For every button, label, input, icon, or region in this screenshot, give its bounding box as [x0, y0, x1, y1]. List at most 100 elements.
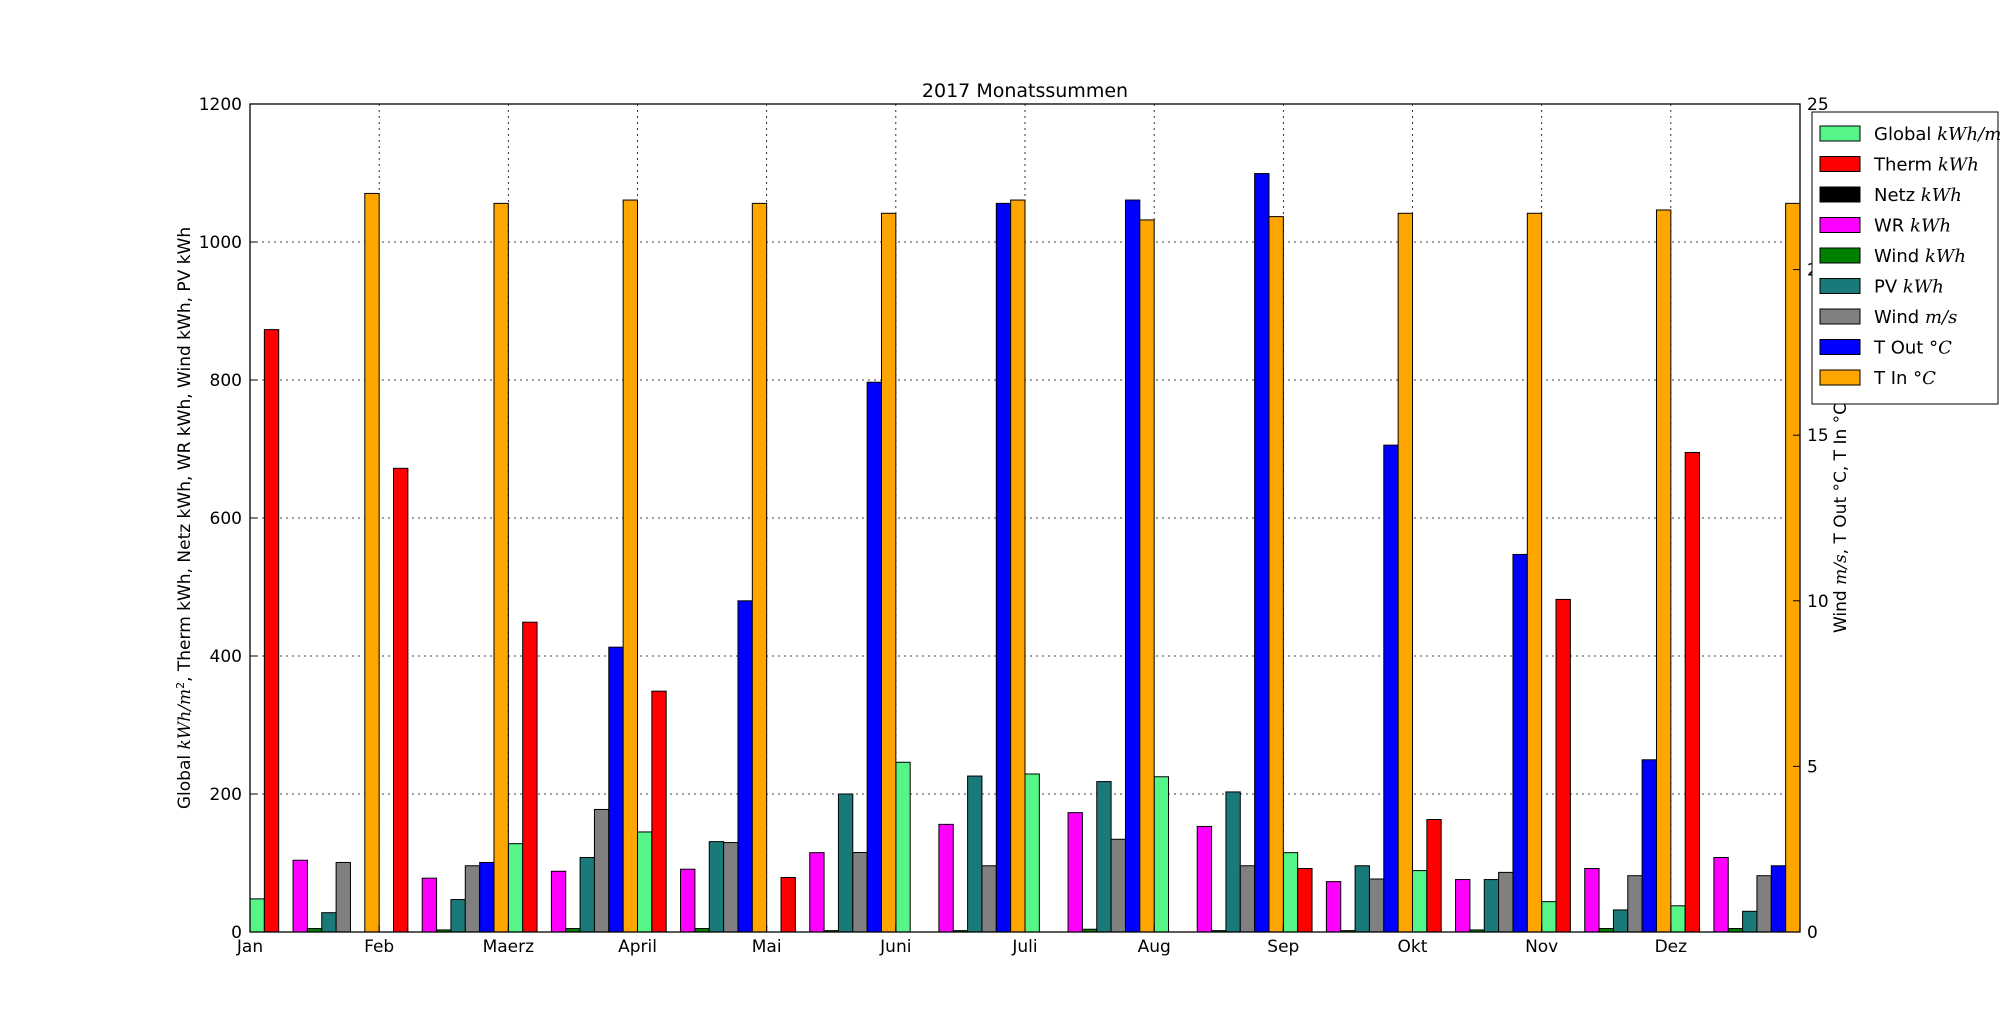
x-tick-label: Okt: [1398, 937, 1428, 957]
left-tick-label: 800: [210, 371, 242, 391]
bar-wr-1: [421, 877, 438, 933]
bar-wr-9: [1455, 879, 1471, 933]
bar-wind-11: [1756, 875, 1772, 933]
bar-t-out-2: [608, 646, 624, 933]
bar-t-in-7: [1268, 216, 1284, 933]
x-tick-label: Juni: [879, 937, 911, 957]
bar-pv-3: [708, 841, 725, 933]
x-tick-label: Dez: [1655, 937, 1688, 957]
bar-global-8: [1282, 852, 1299, 933]
x-tick-label: Sep: [1267, 937, 1299, 957]
bar-wr-10: [1584, 868, 1600, 933]
legend-label: T Out °C: [1873, 338, 1952, 359]
bar-t-in-8: [1397, 212, 1414, 933]
bar-global-6: [1024, 773, 1040, 933]
legend-label: Wind kWh: [1874, 246, 1966, 267]
bar-wr-5: [938, 823, 954, 933]
bar-wr-7: [1196, 825, 1213, 933]
bar-t-in-1: [493, 202, 509, 933]
bar-wr-3: [680, 868, 696, 933]
legend-swatch: [1819, 278, 1861, 294]
x-tick-label: Nov: [1525, 937, 1558, 957]
left-tick-label: 400: [210, 647, 242, 667]
bar-therm-10: [1555, 598, 1571, 933]
right-tick-label: 10: [1807, 592, 1829, 612]
bar-wr-8: [1325, 881, 1342, 933]
bar-pv-9: [1483, 879, 1500, 933]
x-tick-label: April: [618, 937, 657, 957]
left-axis-label: Global kWh/m2, Therm kWh, Netz kWh, WR k…: [174, 227, 196, 809]
legend-label: PV kWh: [1874, 277, 1944, 298]
legend-swatch: [1819, 186, 1861, 203]
bar-t-in-6: [1139, 219, 1155, 933]
legend-label: T In °C: [1873, 368, 1936, 389]
bar-t-out-4: [866, 381, 882, 933]
bar-wind-10: [1627, 875, 1643, 933]
bar-t-in-9: [1526, 212, 1543, 933]
right-tick-label: 15: [1807, 426, 1829, 446]
bar-therm-3: [651, 690, 667, 933]
bar-pv-10: [1612, 909, 1629, 933]
bar-t-in-11: [1785, 202, 1801, 933]
bar-t-out-7: [1254, 173, 1270, 933]
bar-wr-11: [1713, 856, 1729, 933]
legend-label: Netz kWh: [1874, 185, 1962, 206]
bar-therm-8: [1297, 868, 1313, 933]
legend-swatch: [1819, 247, 1861, 264]
bar-wind-1: [464, 865, 481, 933]
x-tick-label: Feb: [364, 937, 394, 957]
bar-pv-1: [450, 899, 466, 933]
bar-therm-11: [1684, 451, 1701, 933]
bar-global-7: [1153, 776, 1170, 933]
bar-pv-11: [1742, 910, 1758, 933]
bar-pv-4: [837, 793, 854, 933]
bar-wr-2: [550, 870, 567, 933]
left-tick-label: 1000: [199, 233, 242, 253]
bar-t-out-10: [1641, 759, 1657, 933]
bar-pv-7: [1225, 791, 1241, 933]
bar-t-in-3: [751, 202, 768, 933]
bar-wind-5: [981, 865, 997, 933]
right-tick-label: 0: [1807, 923, 1818, 943]
legend-swatch: [1819, 125, 1861, 142]
chart-title: 2017 Monatssummen: [922, 80, 1128, 102]
x-tick-label: Maerz: [483, 937, 535, 957]
bar-wind-0: [335, 861, 351, 933]
bar-t-out-11: [1770, 865, 1787, 933]
bar-wind-4: [852, 852, 868, 933]
bar-therm-9: [1426, 819, 1442, 933]
bar-t-out-1: [479, 861, 495, 933]
bar-t-in-2: [622, 199, 638, 933]
bar-wind-8: [1368, 878, 1385, 933]
bar-t-in-0: [364, 192, 380, 933]
bar-t-out-3: [737, 600, 753, 933]
bar-therm-0: [263, 329, 280, 933]
legend: Global kWh/m Therm kWh Netz kWh WR kWh Wind …: [1811, 111, 2000, 405]
bar-t-out-5: [995, 202, 1012, 933]
left-tick-label: 600: [210, 509, 242, 529]
right-axis-label: Wind m/s, T Out °C, T In °C: [1831, 403, 1851, 633]
bar-therm-1: [393, 467, 409, 933]
legend-swatch: [1819, 217, 1861, 233]
legend-swatch: [1819, 369, 1861, 386]
bar-t-out-9: [1512, 553, 1528, 933]
bar-wind-3: [723, 842, 739, 933]
bar-t-out-8: [1383, 444, 1399, 933]
bar-global-5: [895, 761, 911, 933]
bar-wr-0: [292, 859, 308, 933]
bar-pv-6: [1096, 781, 1112, 933]
x-tick-label: Aug: [1138, 937, 1171, 957]
bar-therm-2: [522, 621, 538, 933]
x-tick-label: Juli: [1011, 937, 1037, 957]
bar-wr-6: [1067, 812, 1083, 933]
bar-global-3: [637, 831, 653, 933]
bar-global-0: [249, 898, 265, 933]
bar-wr-4: [809, 852, 825, 933]
bar-global-9: [1412, 870, 1428, 933]
bar-wind-2: [593, 808, 610, 933]
axes: 0200400600800100012000510152025JanFebMae…: [199, 95, 1829, 957]
x-tick-label: Mai: [752, 937, 782, 957]
bar-t-in-10: [1655, 209, 1672, 933]
bar-global-2: [507, 843, 524, 933]
